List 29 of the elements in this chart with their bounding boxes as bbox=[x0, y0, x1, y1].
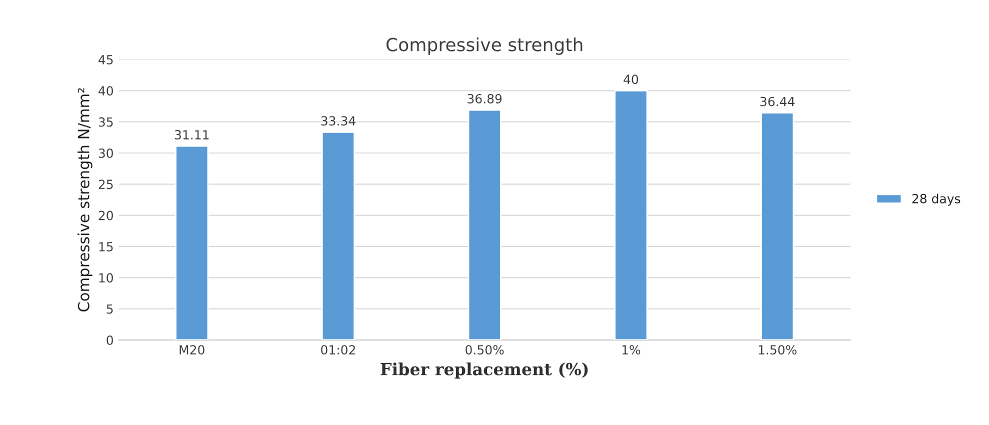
y-tick-label: 5 bbox=[106, 304, 113, 314]
legend-label: 28 days bbox=[912, 194, 960, 206]
y-tick-label: 45 bbox=[98, 55, 113, 64]
x-tick-label: 1.50% bbox=[758, 345, 797, 355]
x-tick-label: 1% bbox=[622, 345, 640, 355]
data-label: 36.89 bbox=[468, 94, 502, 104]
chart-title: Compressive strength bbox=[386, 37, 582, 55]
x-tick-label: M20 bbox=[180, 345, 204, 355]
x-axis-title: Fiber replacement (%) bbox=[380, 362, 588, 379]
x-tick-label: 0.50% bbox=[466, 345, 504, 355]
bar bbox=[468, 109, 502, 340]
bar bbox=[614, 90, 648, 340]
y-axis-title: Compressive strength N/mm² bbox=[78, 88, 92, 312]
y-tick-label: 20 bbox=[98, 210, 113, 220]
y-tick-label: 35 bbox=[98, 117, 113, 127]
data-label: 33.34 bbox=[321, 116, 356, 126]
data-label: 36.44 bbox=[760, 96, 795, 106]
y-tick-label: 10 bbox=[99, 273, 113, 283]
bar bbox=[760, 112, 794, 340]
x-tick-label: 01:02 bbox=[321, 345, 355, 355]
y-tick-label: 15 bbox=[99, 242, 113, 252]
bar bbox=[175, 145, 209, 340]
data-label: 31.11 bbox=[174, 130, 209, 140]
y-tick-label: 30 bbox=[98, 148, 113, 158]
data-label: 40 bbox=[624, 74, 638, 84]
y-tick-label: 0 bbox=[106, 335, 113, 345]
y-tick-label: 25 bbox=[98, 180, 113, 190]
bar bbox=[321, 131, 356, 340]
y-tick-label: 40 bbox=[98, 86, 113, 96]
